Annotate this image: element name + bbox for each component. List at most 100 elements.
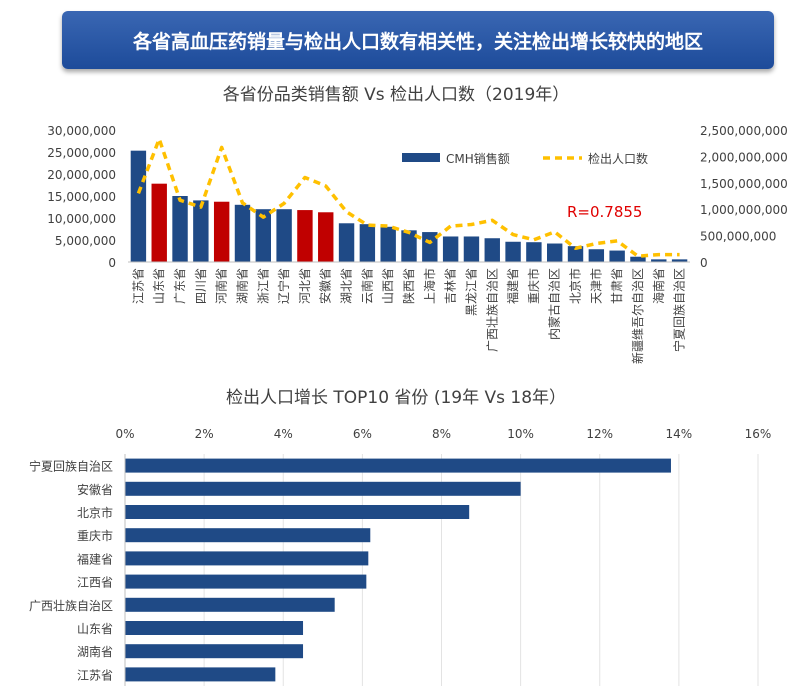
x-tick-label: 0% <box>115 427 134 441</box>
x-tick-label: 10% <box>507 427 534 441</box>
sales-bar <box>442 236 459 262</box>
y-tick-label: 安徽省 <box>77 482 113 497</box>
growth-bar <box>125 481 521 496</box>
chart-title: 检出人口增长 TOP10 省份 (19年 Vs 18年） <box>226 388 566 408</box>
x-tick-label: 天津市 <box>588 268 603 304</box>
y-tick-left: 10,000,000 <box>47 212 116 226</box>
title-banner: 各省高血压药销量与检出人口数有相关性，关注检出增长较快的地区 <box>62 11 774 69</box>
legend-label-sales: CMH销售额 <box>446 151 510 166</box>
x-tick-label: 黑龙江省 <box>464 268 478 316</box>
x-tick-label: 北京市 <box>568 268 583 304</box>
x-tick-label: 安徽省 <box>318 268 333 304</box>
x-tick-label: 14% <box>666 427 693 441</box>
sales-bar <box>193 200 209 262</box>
growth-bar <box>125 551 369 566</box>
sales-bar <box>213 201 230 262</box>
population-line <box>136 137 680 258</box>
sales-bar <box>422 232 438 262</box>
y-tick-left: 0 <box>108 256 116 270</box>
x-tick-label: 新疆维吾尔自治区 <box>630 268 645 364</box>
growth-bar <box>125 458 671 473</box>
correlation-annotation: R=0.7855 <box>567 203 642 221</box>
x-tick-label: 陕西省 <box>401 268 416 304</box>
sales-bar <box>401 230 417 262</box>
y-tick-left: 15,000,000 <box>47 190 116 204</box>
y-tick-left: 20,000,000 <box>47 168 116 182</box>
legend-label-population: 检出人口数 <box>588 151 648 166</box>
x-tick-label: 山西省 <box>381 268 395 304</box>
y-tick-label: 北京市 <box>77 505 113 520</box>
y-tick-label: 湖南省 <box>77 644 113 659</box>
x-tick-label: 江苏省 <box>131 268 145 304</box>
x-tick-label: 湖南省 <box>234 268 249 304</box>
x-tick-label: 广东省 <box>173 268 187 304</box>
population-growth-top10-chart: 检出人口增长 TOP10 省份 (19年 Vs 18年） 0% 2% 4% 6% 8% 10… <box>29 388 772 686</box>
y-tick-label: 山东省 <box>77 622 113 636</box>
chart-title: 各省份品类销售额 Vs 检出人口数（2019年） <box>223 85 570 105</box>
y-tick-right: 2,000,000,000 <box>700 150 788 164</box>
sales-bar <box>276 209 292 262</box>
growth-bar <box>125 621 304 635</box>
growth-bar <box>125 667 276 682</box>
banner-title: 各省高血压药销量与检出人口数有相关性，关注检出增长较快的地区 <box>132 30 703 53</box>
y-tick-label: 江苏省 <box>77 668 113 682</box>
x-tick-label: 海南省 <box>651 268 666 304</box>
y-tick-left: 5,000,000 <box>55 234 116 248</box>
sales-bar <box>630 256 646 262</box>
sales-bar <box>463 236 480 262</box>
x-tick-label: 吉林省 <box>444 268 458 304</box>
growth-bar <box>125 644 304 659</box>
sales-bar <box>505 241 521 262</box>
y-tick-label: 福建省 <box>77 551 113 566</box>
y-tick-right: 0 <box>700 256 708 270</box>
y-tick-left: 25,000,000 <box>47 146 116 160</box>
y-tick-label: 广西壮族自治区 <box>29 599 113 613</box>
growth-bar <box>125 505 470 519</box>
sales-bar <box>547 243 563 262</box>
y-tick-right: 500,000,000 <box>700 230 776 244</box>
growth-bar <box>125 597 335 612</box>
x-tick-label: 4% <box>274 427 293 441</box>
y-tick-left: 30,000,000 <box>47 124 116 138</box>
x-tick-label: 山东省 <box>152 268 166 304</box>
sales-bar <box>484 238 500 262</box>
x-tick-label: 重庆市 <box>526 268 541 304</box>
sales-bar <box>338 223 355 262</box>
sales-bar <box>651 259 667 262</box>
growth-bar <box>125 528 371 543</box>
y-tick-right: 1,000,000,000 <box>700 203 788 217</box>
x-tick-label: 四川省 <box>194 268 208 304</box>
sales-bar <box>130 150 147 262</box>
x-tick-label: 8% <box>432 427 451 441</box>
x-tick-label: 湖北省 <box>339 268 354 304</box>
sales-bar <box>671 259 688 262</box>
x-tick-label: 12% <box>586 427 613 441</box>
x-tick-label: 内蒙古自治区 <box>547 268 562 340</box>
sales-bar <box>609 250 625 262</box>
sales-bar <box>172 196 188 262</box>
sales-vs-population-chart: 各省份品类销售额 Vs 检出人口数（2019年） 0 5,000,000 10,000… <box>47 85 788 364</box>
y-tick-label: 重庆市 <box>77 528 113 543</box>
sales-bar <box>318 212 334 262</box>
sales-bar <box>234 204 251 262</box>
sales-bar <box>526 242 542 262</box>
y-tick-label: 江西省 <box>77 576 113 590</box>
x-tick-label: 河南省 <box>214 268 229 304</box>
y-tick-right: 1,500,000,000 <box>700 177 788 191</box>
x-tick-label: 浙江省 <box>256 268 270 304</box>
sales-bar <box>380 226 396 262</box>
x-tick-label: 广西壮族自治区 <box>485 268 499 352</box>
growth-bar <box>125 574 367 589</box>
x-tick-label: 16% <box>745 427 772 441</box>
sales-bar <box>297 210 313 262</box>
sales-bar <box>151 183 167 262</box>
x-tick-label: 云南省 <box>359 268 374 304</box>
legend-swatch-sales <box>402 153 440 162</box>
x-tick-label: 宁夏回族自治区 <box>672 268 687 352</box>
x-tick-label: 辽宁省 <box>276 268 291 304</box>
x-tick-label: 6% <box>353 427 372 441</box>
x-tick-label: 2% <box>195 427 214 441</box>
x-tick-label: 福建省 <box>505 268 520 304</box>
x-tick-label: 上海市 <box>422 268 437 304</box>
sales-bar <box>567 246 584 262</box>
